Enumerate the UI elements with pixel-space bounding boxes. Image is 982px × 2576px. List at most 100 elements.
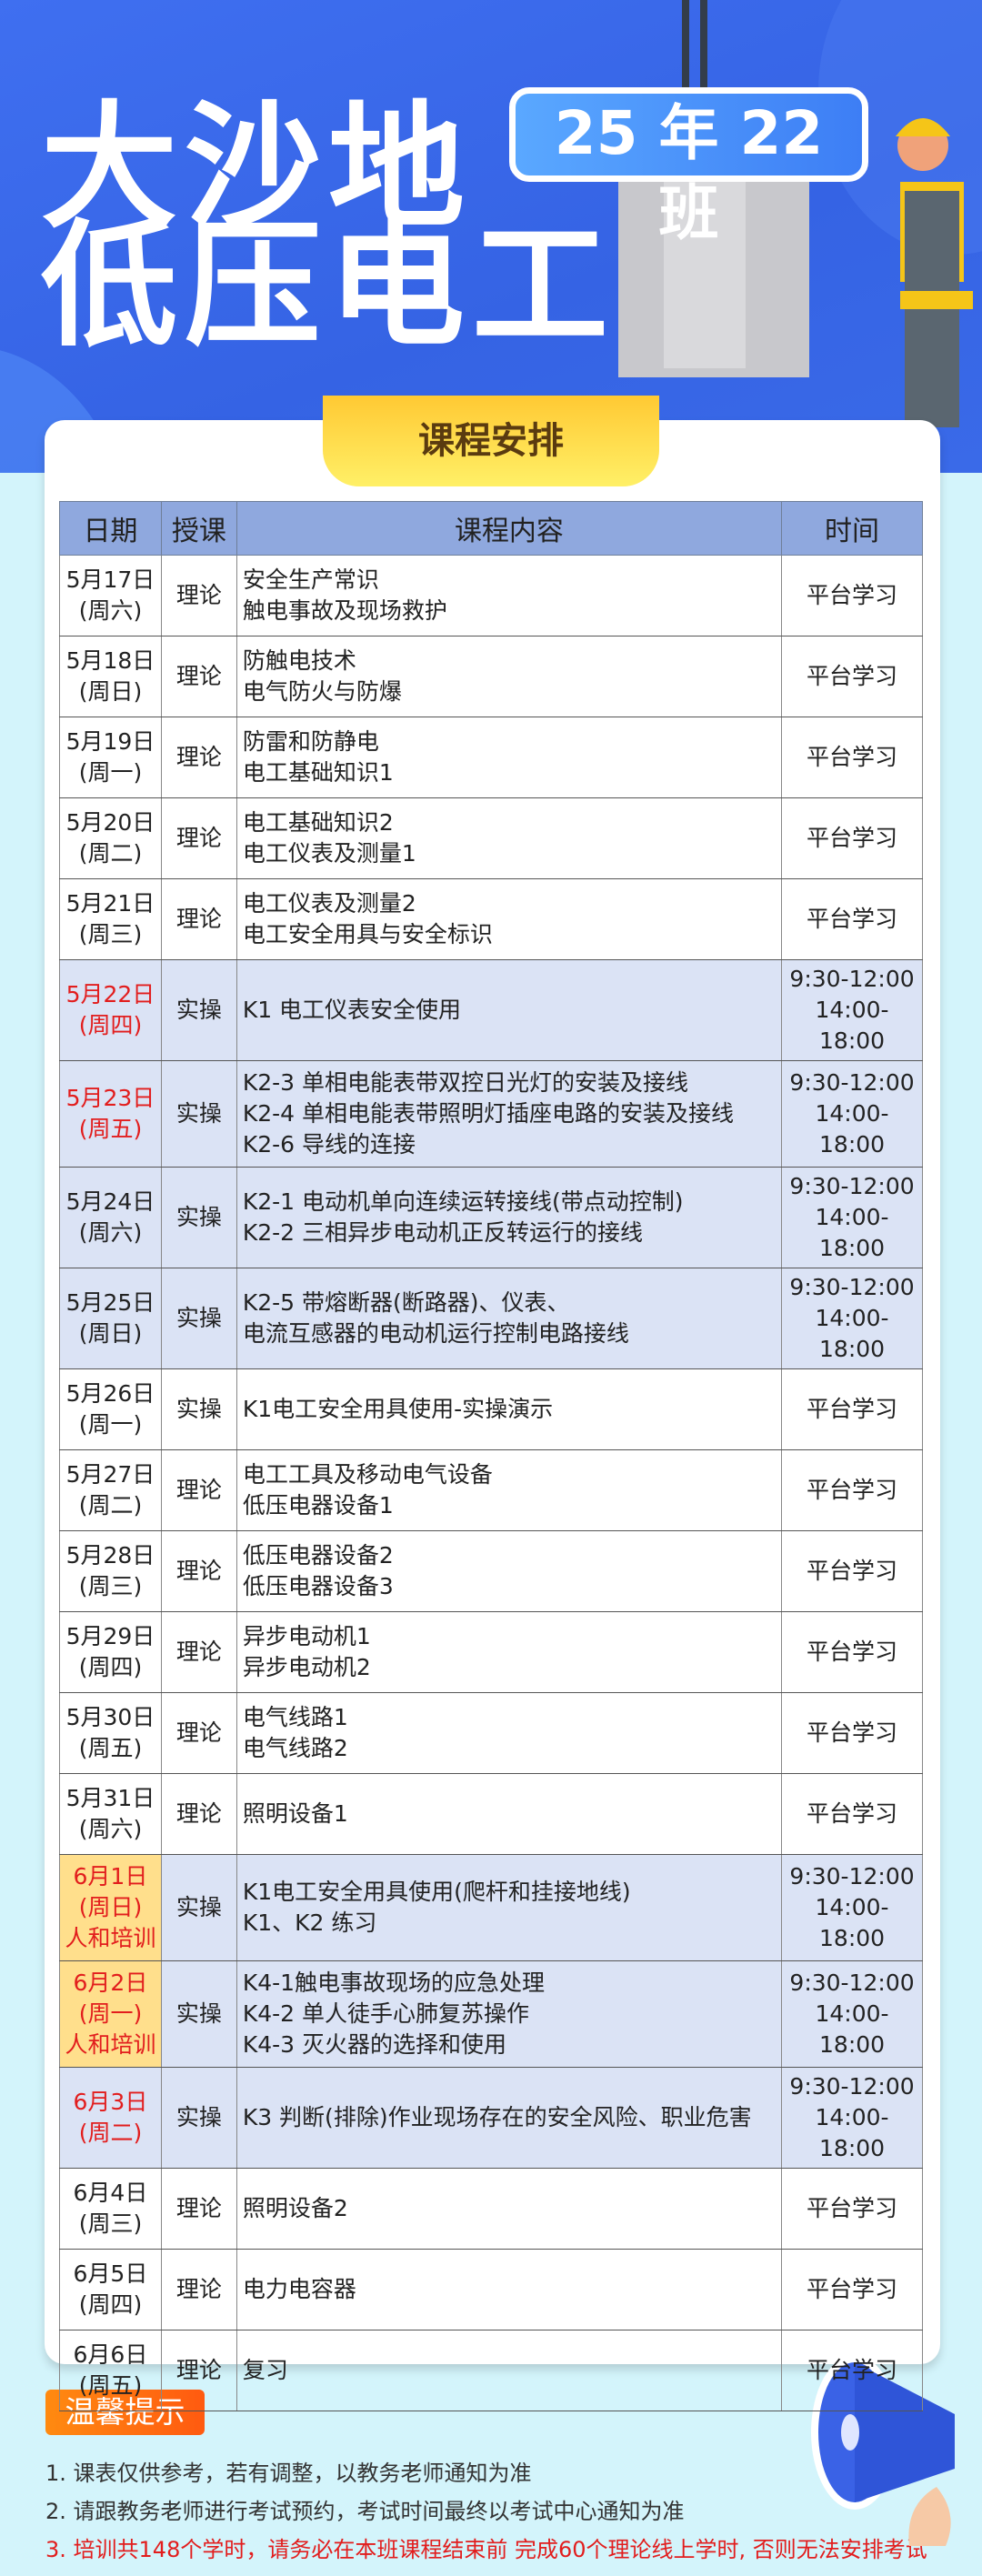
date-cell: 5月23日 (周五)	[59, 1060, 162, 1168]
time-cell-line: 14:00-18:00	[815, 1204, 889, 1261]
date-cell-line: 6月4日	[73, 2180, 148, 2206]
date-cell-line: 6月6日	[73, 2341, 148, 2368]
type-cell: 实操	[160, 1268, 237, 1369]
time-cell: 9:30-12:00 14:00-18:00	[781, 1268, 923, 1369]
content-cell: 电气线路1 电气线路2	[235, 1692, 783, 1774]
time-cell: 9:30-12:00 14:00-18:00	[781, 1960, 923, 2068]
content-cell: K3 判断(排除)作业现场存在的安全风险、职业危害	[235, 2067, 783, 2169]
class-badge: 25 年 22 班	[509, 87, 868, 248]
content-cell: 照明设备1	[235, 1773, 783, 1855]
type-cell-line: 理论	[175, 825, 222, 851]
time-cell: 平台学习	[781, 1611, 923, 1693]
type-cell: 理论	[160, 2168, 237, 2250]
type-cell: 理论	[160, 1611, 237, 1693]
time-cell: 平台学习	[781, 1530, 923, 1612]
date-cell-line: (周一)	[78, 1411, 143, 1438]
time-cell: 平台学习	[781, 1773, 923, 1855]
table-row: 5月21日 (周三) 理论 电工仪表及测量2 电工安全用具与安全标识 平台学习	[59, 878, 923, 960]
date-cell-line: 5月20日	[65, 809, 155, 836]
content-cell: 电工仪表及测量2 电工安全用具与安全标识	[235, 878, 783, 960]
content-cell-line: 电工仪表及测量2	[242, 890, 416, 917]
time-cell-line: 9:30-12:00	[789, 1274, 915, 1300]
content-cell: 复习	[235, 2330, 783, 2411]
content-cell: K1电工安全用具使用(爬杆和挂接地线) K1、K2 练习	[235, 1854, 783, 1961]
time-cell: 平台学习	[781, 636, 923, 717]
date-cell-line: 6月2日	[73, 1970, 148, 1996]
date-cell-line: 5月23日	[65, 1085, 155, 1111]
date-cell: 6月6日 (周五)	[59, 2330, 162, 2411]
time-cell: 平台学习	[781, 878, 923, 960]
date-cell: 5月18日 (周日)	[59, 636, 162, 717]
table-row: 5月19日 (周一) 理论 防雷和防静电 电工基础知识1 平台学习	[59, 717, 923, 798]
type-cell: 实操	[160, 1167, 237, 1268]
content-cell: 电力电容器	[235, 2249, 783, 2330]
content-cell: K1电工安全用具使用-实操演示	[235, 1368, 783, 1450]
date-cell-line: 5月22日	[65, 981, 155, 1007]
time-cell-line: 9:30-12:00	[789, 1069, 915, 1096]
date-cell: 5月21日 (周三)	[59, 878, 162, 960]
content-cell-line: K4-3 灭火器的选择和使用	[242, 2031, 506, 2058]
type-cell-line: 理论	[175, 1719, 222, 1746]
date-cell: 5月28日 (周三)	[59, 1530, 162, 1612]
time-cell-line: 14:00-18:00	[815, 997, 889, 1054]
column-header-date: 日期	[59, 501, 162, 556]
content-cell: K4-1触电事故现场的应急处理 K4-2 单人徒手心肺复苏操作 K4-3 灭火器的选…	[235, 1960, 783, 2068]
date-cell-line: 6月5日	[73, 2260, 148, 2287]
type-cell-line: 实操	[175, 997, 222, 1023]
type-cell: 理论	[160, 2330, 237, 2411]
type-cell: 实操	[160, 1060, 237, 1168]
time-cell: 9:30-12:00 14:00-18:00	[781, 1167, 923, 1268]
type-cell-line: 理论	[175, 2357, 222, 2383]
date-cell: 5月27日 (周二)	[59, 1449, 162, 1531]
content-cell: K2-5 带熔断器(断路器)、仪表、 电流互感器的电动机运行控制电路接线	[235, 1268, 783, 1369]
content-cell: 电工工具及移动电气设备 低压电器设备1	[235, 1449, 783, 1531]
time-cell-line: 9:30-12:00	[789, 1173, 915, 1199]
type-cell: 理论	[160, 878, 237, 960]
time-cell: 9:30-12:00 14:00-18:00	[781, 959, 923, 1061]
type-cell: 理论	[160, 717, 237, 798]
section-title: 课程安排	[323, 396, 659, 486]
time-cell-line: 14:00-18:00	[815, 2000, 889, 2058]
content-cell-line: 异步电动机2	[242, 1654, 371, 1680]
tip-note: 1. 课表仅供参考，若有调整，以教务老师通知为准	[45, 2461, 532, 2486]
table-row: 5月17日 (周六) 理论 安全生产常识 触电事故及现场救护 平台学习	[59, 555, 923, 636]
content-cell: 防雷和防静电 电工基础知识1	[235, 717, 783, 798]
time-cell: 平台学习	[781, 797, 923, 879]
content-cell-line: 电工基础知识1	[242, 759, 394, 786]
date-cell-line: 5月26日	[65, 1380, 155, 1407]
type-cell: 理论	[160, 797, 237, 879]
date-cell: 5月24日 (周六)	[59, 1167, 162, 1268]
content-cell: 照明设备2	[235, 2168, 783, 2250]
type-cell-line: 理论	[175, 906, 222, 932]
date-cell-line: 5月21日	[65, 890, 155, 917]
content-cell-line: K1 电工仪表安全使用	[242, 997, 462, 1023]
time-cell-line: 平台学习	[807, 1639, 898, 1665]
tip-note-important: 3. 培训共148个学时，请务必在本班课程结束前 完成60个理论线上学时, 否则…	[45, 2537, 927, 2562]
time-cell: 9:30-12:00 14:00-18:00	[781, 2067, 923, 2169]
date-cell-line: (周三)	[78, 2210, 143, 2237]
table-row: 6月6日 (周五) 理论 复习 平台学习	[59, 2330, 923, 2411]
table-row: 5月20日 (周二) 理论 电工基础知识2 电工仪表及测量1 平台学习	[59, 797, 923, 879]
type-cell-line: 实操	[175, 1100, 222, 1127]
date-cell-line: (周二)	[78, 1492, 143, 1519]
date-cell-line: 5月27日	[65, 1461, 155, 1488]
type-cell: 实操	[160, 1960, 237, 2068]
content-cell-line: K2-4 单相电能表带照明灯插座电路的安装及接线	[242, 1100, 734, 1127]
type-cell: 理论	[160, 1530, 237, 1612]
date-cell-line: (周一)	[78, 759, 143, 786]
date-cell: 6月5日 (周四)	[59, 2249, 162, 2330]
content-cell-line: K2-5 带熔断器(断路器)、仪表、	[242, 1289, 570, 1316]
type-cell: 实操	[160, 1854, 237, 1961]
content-cell: 异步电动机1 异步电动机2	[235, 1611, 783, 1693]
time-cell-line: 9:30-12:00	[789, 1970, 915, 1996]
type-cell: 理论	[160, 1692, 237, 1774]
time-cell-line: 14:00-18:00	[815, 1305, 889, 1362]
time-cell-line: 平台学习	[807, 2357, 898, 2383]
date-cell: 5月25日 (周日)	[59, 1268, 162, 1369]
type-cell: 实操	[160, 2067, 237, 2169]
table-row: 5月29日 (周四) 理论 异步电动机1 异步电动机2 平台学习	[59, 1611, 923, 1693]
date-cell-line: (周四)	[78, 1654, 143, 1680]
date-cell-line: 6月1日	[73, 1863, 148, 1889]
time-cell: 平台学习	[781, 717, 923, 798]
time-cell-line: 14:00-18:00	[815, 1100, 889, 1158]
